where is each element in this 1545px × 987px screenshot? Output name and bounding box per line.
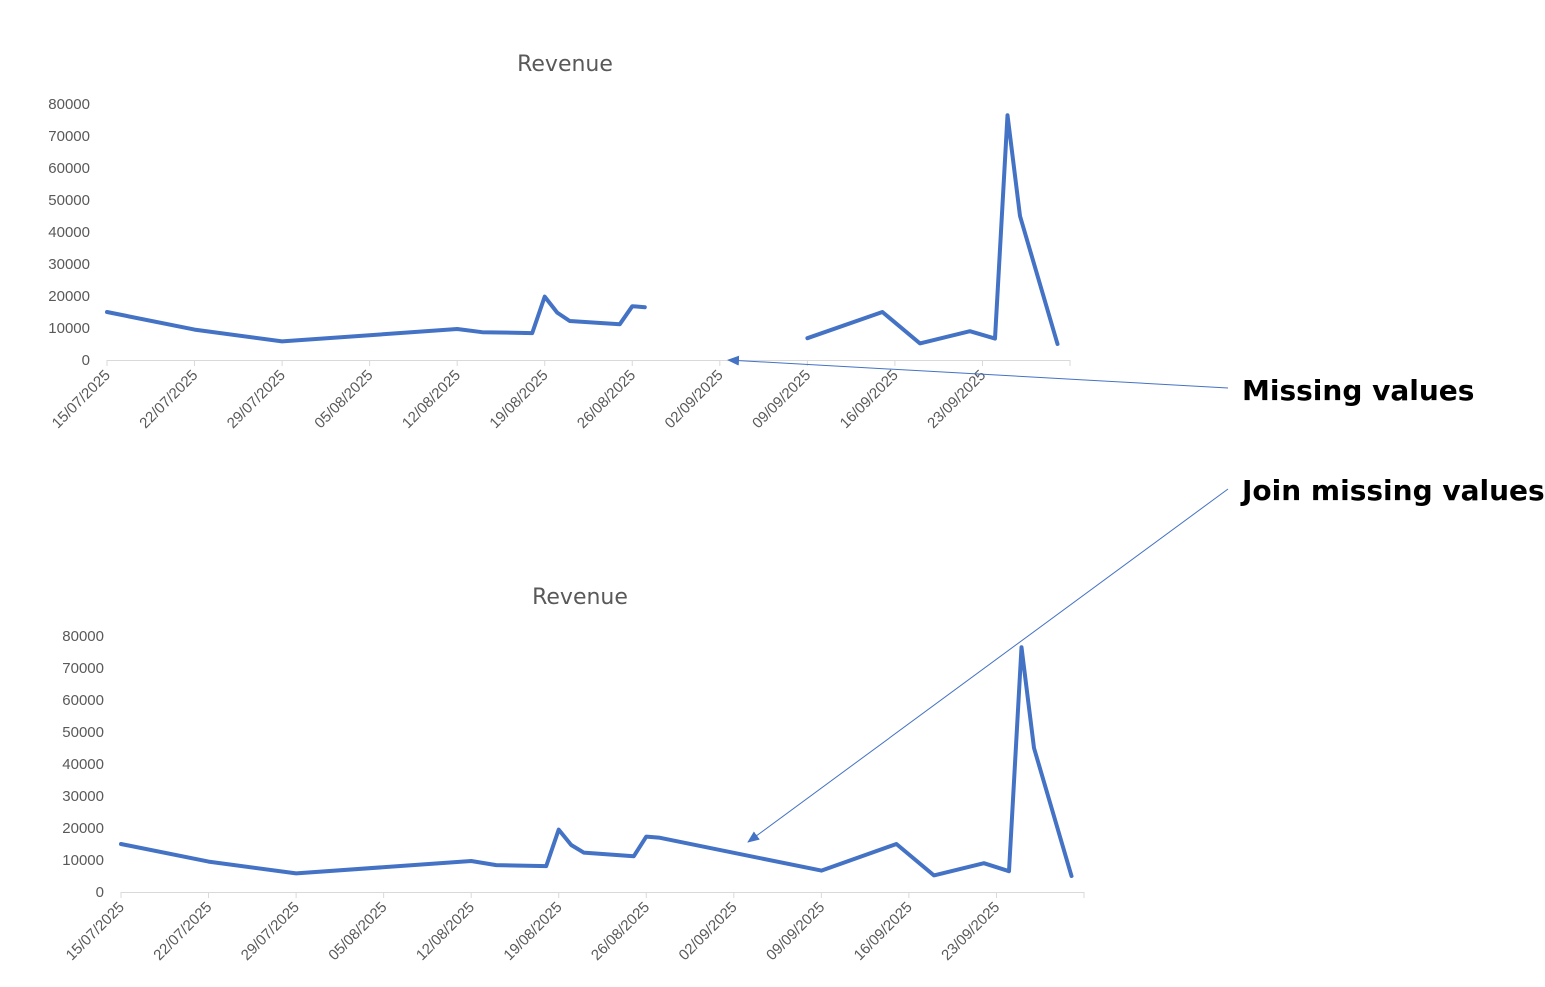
annotation-missing-values: Missing values	[728, 360, 1474, 407]
chart-title: Revenue	[517, 52, 613, 77]
x-tick-label: 05/08/2025	[325, 899, 390, 964]
x-tick-label: 19/08/2025	[486, 367, 551, 432]
y-tick-label: 70000	[48, 128, 90, 145]
x-tick-label: 23/09/2025	[938, 899, 1003, 964]
y-tick-label: 30000	[48, 256, 90, 273]
x-tick-label: 16/09/2025	[837, 367, 902, 432]
y-tick-label: 50000	[62, 724, 104, 741]
x-tick-label: 16/09/2025	[851, 899, 916, 964]
x-tick-label: 05/08/2025	[311, 367, 376, 432]
y-tick-label: 70000	[62, 660, 104, 677]
series-revenue	[121, 647, 1072, 876]
y-tick-label: 10000	[62, 852, 104, 869]
x-tick-label: 09/09/2025	[749, 367, 814, 432]
y-tick-label: 0	[96, 884, 104, 901]
x-tick-label: 19/08/2025	[500, 899, 565, 964]
x-tick-label: 22/07/2025	[150, 899, 215, 964]
chart-title: Revenue	[532, 585, 628, 610]
x-tick-label: 22/07/2025	[136, 367, 201, 432]
x-tick-label: 29/07/2025	[238, 899, 303, 964]
y-axis-ticks: 0 10000 20000 30000 40000 50000 60000 70000 8000…	[62, 628, 104, 901]
annotation-label: Join missing values	[1240, 474, 1545, 507]
y-tick-label: 50000	[48, 192, 90, 209]
y-tick-label: 80000	[48, 96, 90, 113]
y-tick-label: 20000	[62, 820, 104, 837]
x-tick-label: 02/09/2025	[676, 899, 741, 964]
y-tick-label: 20000	[48, 288, 90, 305]
y-tick-label: 40000	[48, 224, 90, 241]
x-tick-label: 26/08/2025	[574, 367, 639, 432]
series-line-segment	[121, 647, 1072, 876]
x-tick-label: 23/09/2025	[924, 367, 989, 432]
y-tick-label: 40000	[62, 756, 104, 773]
y-tick-label: 60000	[62, 692, 104, 709]
annotation-join-missing-values: Join missing values	[748, 474, 1545, 842]
x-tick-label: 26/08/2025	[588, 899, 653, 964]
y-tick-label: 10000	[48, 320, 90, 337]
annotation-label: Missing values	[1242, 374, 1474, 407]
x-tick-label: 15/07/2025	[49, 367, 114, 432]
y-axis-ticks: 0 10000 20000 30000 40000 50000 60000 70000 8000…	[48, 96, 90, 369]
chart-joined-values: Revenue 0 10000 20000 30000 40000 50000 60000 7…	[62, 585, 1084, 964]
x-tick-label: 15/07/2025	[63, 899, 128, 964]
y-tick-label: 30000	[62, 788, 104, 805]
series-revenue	[107, 115, 1058, 344]
y-tick-label: 60000	[48, 160, 90, 177]
chart-missing-values: Revenue 0 10000 20000 30000 40000 50000 60000 7…	[48, 52, 1070, 432]
y-tick-label: 0	[82, 352, 90, 369]
x-axis-ticks: 15/07/2025 22/07/2025 29/07/2025 05/08/2025…	[63, 892, 1084, 964]
series-line-segment	[107, 297, 645, 342]
x-tick-label: 29/07/2025	[224, 367, 289, 432]
annotation-arrow	[748, 489, 1228, 842]
x-tick-label: 12/08/2025	[413, 899, 478, 964]
x-tick-label: 09/09/2025	[763, 899, 828, 964]
y-tick-label: 80000	[62, 628, 104, 645]
series-line-segment	[807, 115, 1057, 344]
x-tick-label: 02/09/2025	[662, 367, 727, 432]
x-tick-label: 12/08/2025	[399, 367, 464, 432]
